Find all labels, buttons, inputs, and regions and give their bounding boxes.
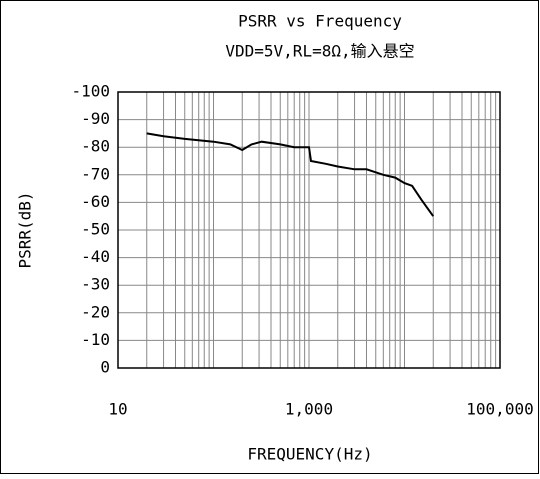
x-tick-label: 100,000 <box>466 400 533 419</box>
y-tick-label: -50 <box>81 220 110 239</box>
y-tick-label: -80 <box>81 137 110 156</box>
x-tick-label: 1,000 <box>285 400 333 419</box>
y-tick-label: -60 <box>81 192 110 211</box>
plot-border <box>117 91 501 369</box>
data-line <box>146 132 435 217</box>
y-axis-label: PSRR(dB) <box>16 191 35 268</box>
y-tick-label: -100 <box>71 82 110 101</box>
chart-title: PSRR vs Frequency <box>238 12 402 31</box>
x-tick-label: 10 <box>108 400 127 419</box>
x-axis-label: FREQUENCY(Hz) <box>247 445 372 464</box>
y-tick-label: -90 <box>81 109 110 128</box>
chart-subtitle: VDD=5V,RL=8Ω,输入悬空 <box>225 42 414 61</box>
y-tick-label: 0 <box>100 358 110 377</box>
y-tick-label: -70 <box>81 164 110 183</box>
y-tick-label: -30 <box>81 275 110 294</box>
y-tick-label: -20 <box>81 302 110 321</box>
y-tick-label: -10 <box>81 330 110 349</box>
y-tick-label: -40 <box>81 247 110 266</box>
